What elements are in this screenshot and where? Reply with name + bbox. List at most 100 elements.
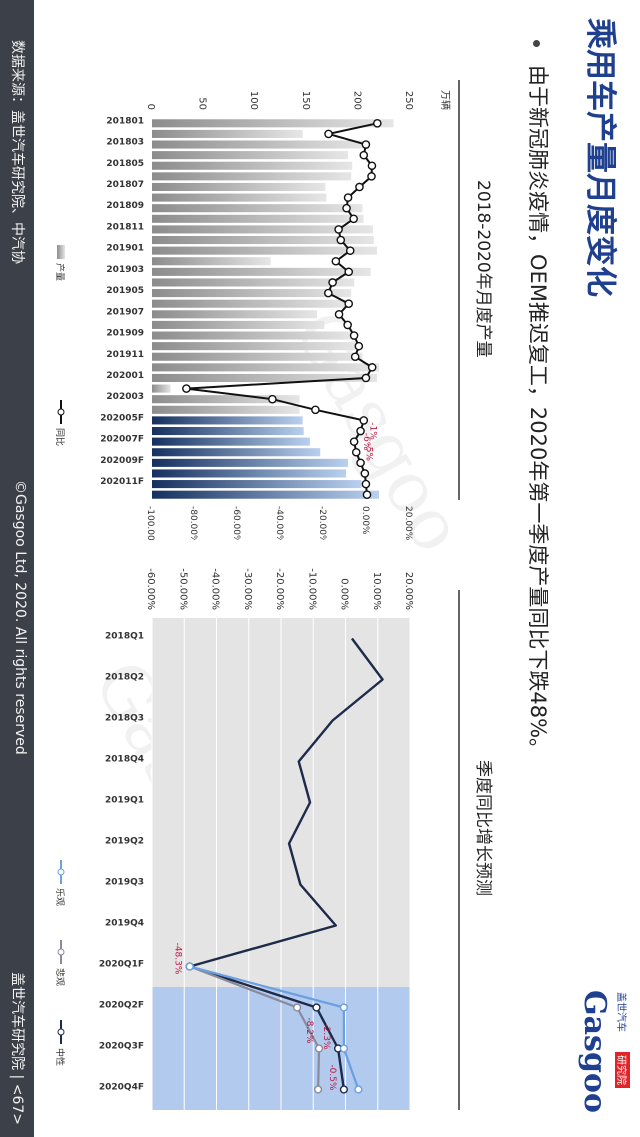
legend-bar-label: 产量 (54, 263, 66, 281)
production-bar (152, 289, 352, 298)
y-tick-label-right: -100.00% (145, 506, 155, 540)
production-bar (152, 310, 318, 319)
yoy-point (359, 416, 369, 425)
x-tick-label: 201803 (106, 138, 144, 148)
x-tick-label: 202001 (106, 371, 144, 381)
yoy-point (344, 299, 354, 308)
production-bar (151, 469, 347, 478)
production-bar (151, 331, 354, 340)
production-bar (152, 437, 310, 446)
yoy-point (336, 235, 346, 245)
x-tick-label: 202003 (106, 392, 144, 402)
production-bar (152, 352, 363, 361)
production-bar (152, 448, 321, 457)
yoy-point (362, 490, 372, 499)
production-bar (152, 363, 380, 372)
yoy-point (361, 140, 371, 149)
footer-org: 盖世汽车研究院 (9, 972, 25, 1071)
yoy-data-label: -1% (368, 422, 378, 440)
yoy-point (268, 394, 277, 404)
x-tick-label: 201909 (106, 329, 144, 339)
y-tick-label-left: 200 (351, 91, 362, 110)
production-bar (152, 267, 371, 276)
y-tick-label: -40.00% (210, 568, 221, 610)
series-point-pessimistic (293, 1003, 302, 1012)
production-bar (152, 426, 304, 436)
x-tick-label: 201905 (106, 286, 144, 296)
series-point-pessimistic (313, 1085, 323, 1094)
yoy-point (360, 469, 370, 478)
yoy-point (367, 363, 377, 372)
production-bar (152, 490, 380, 499)
y-tick-label: 0.00% (339, 578, 350, 610)
y-tick-label: -30.00% (242, 568, 253, 610)
x-tick-label: 2020Q2F (99, 1001, 144, 1011)
y-tick-label-right: 20.00% (403, 506, 413, 540)
production-bar (152, 182, 326, 192)
y-axis-unit: 万辆 (439, 90, 452, 110)
series-point-pessimistic (314, 1044, 324, 1053)
x-tick-label: 2018Q3 (105, 714, 144, 724)
x-tick-label: 2020Q4F (99, 1083, 144, 1093)
y-tick-label: -50.00% (177, 568, 188, 610)
legend-line-label: 同比 (54, 428, 66, 446)
yoy-point (324, 129, 333, 139)
x-tick-label: 2018Q2 (105, 673, 144, 683)
legend-label-optimistic: 乐观 (54, 888, 66, 906)
production-bar (152, 416, 303, 425)
legend-line-marker (57, 408, 65, 416)
x-tick-label: 2020Q3F (99, 1042, 144, 1052)
yoy-point (356, 426, 365, 436)
production-bar (152, 342, 356, 351)
yoy-point (354, 341, 364, 351)
yoy-point (345, 246, 355, 255)
yoy-point (373, 119, 382, 128)
x-tick-label: 201907 (106, 307, 144, 317)
y-tick-label: 20.00% (403, 572, 414, 610)
data-source: 数据来源：盖世汽车研究院、中汽协 (9, 40, 25, 264)
y-tick-label-left: 250 (403, 91, 414, 110)
logo-tag: 研究院 (615, 1052, 630, 1088)
page-label: <67> (9, 1083, 25, 1125)
yoy-point (331, 256, 341, 266)
yoy-data-label: -5% (363, 443, 373, 461)
production-bar (152, 405, 300, 414)
production-bar (152, 204, 363, 213)
x-tick-label: 202009F (100, 456, 144, 466)
yoy-point (328, 278, 337, 287)
y-tick-label-right: 0.00% (360, 506, 370, 535)
yoy-point (367, 172, 376, 181)
yoy-point (334, 225, 343, 234)
yoy-data-label: -6% (361, 433, 371, 451)
x-tick-label: 2019Q2 (105, 837, 144, 847)
production-bar (152, 129, 303, 138)
production-bar (151, 225, 373, 234)
x-tick-label: 202007F (100, 435, 144, 445)
series-point-neutral (312, 1003, 321, 1012)
x-tick-label: 201811 (106, 222, 144, 232)
series-point-optimistic (185, 962, 194, 971)
logo-sub: 盖世汽车 (615, 992, 626, 1032)
bullet-text: 由于新冠肺炎疫情，OEM推迟复工，2020年第一季度产量同比下跌48%。 (526, 65, 550, 760)
legend-label-neutral: 中性 (54, 1048, 66, 1066)
x-tick-label: 201911 (106, 350, 144, 360)
yoy-point (182, 384, 191, 393)
production-bar (152, 214, 364, 223)
production-bar (152, 480, 362, 489)
production-bar (151, 299, 348, 308)
x-tick-label: 201809 (106, 201, 144, 211)
yoy-point (349, 331, 359, 340)
legend-marker-pessimistic (57, 948, 65, 956)
series-point-optimistic (339, 1044, 348, 1053)
page-number: 盖世汽车研究院 | <67> (9, 972, 25, 1125)
series-point-neutral (339, 1085, 348, 1094)
copyright: ©Gasgoo Ltd, 2020. All rights reserved (12, 480, 28, 755)
logo-brand: Gasgoo (577, 990, 612, 1113)
production-bar (152, 278, 355, 287)
yoy-point (311, 405, 320, 415)
yoy-point (324, 288, 333, 298)
yoy-point (344, 267, 354, 277)
monthly-title-rule (458, 80, 460, 500)
